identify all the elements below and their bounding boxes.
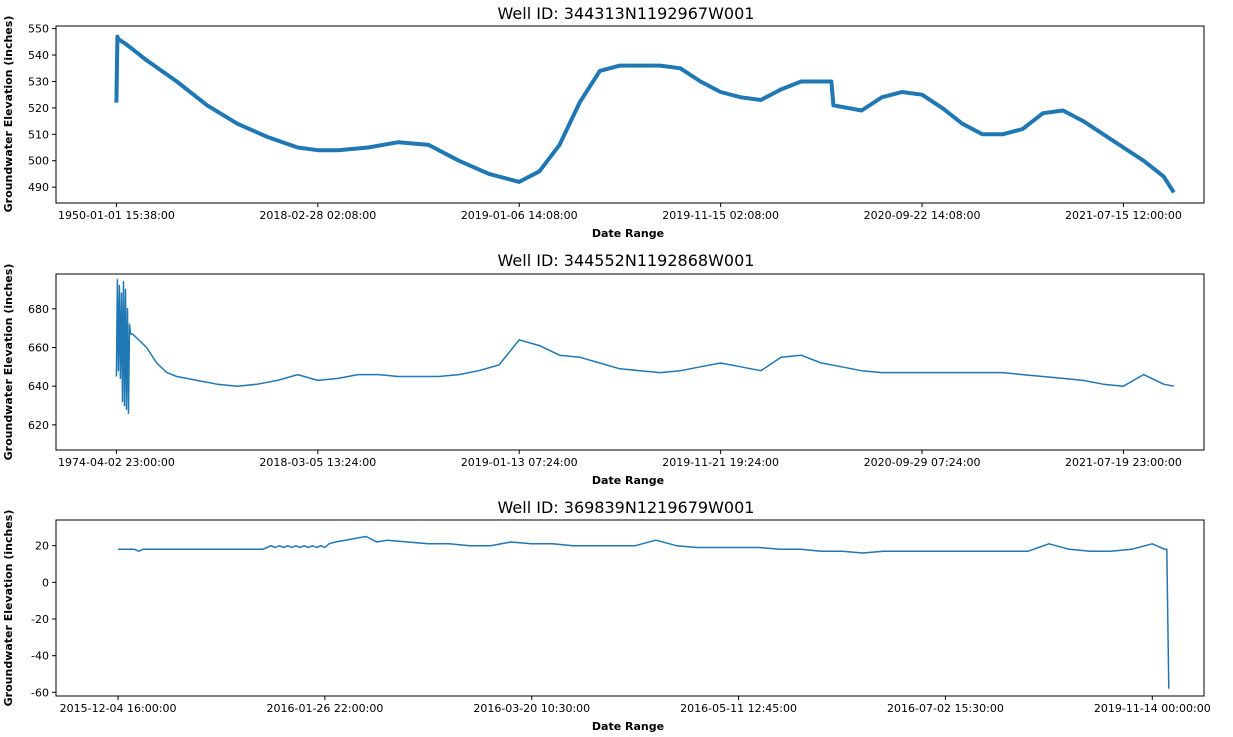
axes-frame: [55, 273, 1205, 451]
y-tick-label: 540: [28, 49, 49, 62]
axes-frame: [55, 25, 1205, 204]
y-tick-label: 550: [28, 23, 49, 36]
series-layer: [115, 279, 1174, 415]
y-axis-label: Groundwater Elevation (inches): [2, 16, 15, 213]
chart-title: Well ID: 344313N1192967W001: [498, 4, 755, 23]
x-tick-label: 2020-09-29 07:24:00: [864, 456, 981, 469]
x-tick-label: 1950-01-01 15:38:00: [58, 209, 175, 222]
chart-title: Well ID: 369839N1219679W001: [498, 498, 755, 517]
series-line: [115, 279, 1174, 415]
y-tick-label: -60: [31, 686, 49, 699]
y-ticks: 490 500 510 520 530 540 550: [28, 23, 56, 194]
y-axis-label: Groundwater Elevation (inches): [2, 510, 15, 707]
x-tick-label: 2016-01-26 22:00:00: [266, 702, 383, 715]
y-ticks: -60 -40 -20 0 20: [31, 540, 56, 699]
x-axis-label: Date Range: [592, 720, 664, 733]
y-axis-label: Groundwater Elevation (inches): [2, 264, 15, 461]
x-tick-label: 2018-02-28 02:08:00: [259, 209, 376, 222]
y-tick-label: 660: [28, 341, 49, 354]
x-ticks: 2015-12-04 16:00:00 2016-01-26 22:00:00 20…: [60, 696, 1211, 715]
x-tick-label: 2019-01-06 14:08:00: [461, 209, 578, 222]
x-tick-label: 2016-05-11 12:45:00: [680, 702, 797, 715]
series-line: [114, 34, 1176, 194]
y-tick-label: 640: [28, 380, 49, 393]
chart-2: Well ID: 344552N1192868W001 620 640 660 680…: [2, 251, 1205, 487]
x-tick-label: 2020-09-22 14:08:00: [864, 209, 981, 222]
y-tick-label: 680: [28, 303, 49, 316]
x-tick-label: 2019-11-14 00:00:00: [1094, 702, 1211, 715]
chart-1: Well ID: 344313N1192967W001 490 500 510 520…: [2, 4, 1205, 240]
x-tick-label: 2019-01-13 07:24:00: [461, 456, 578, 469]
series-layer: [118, 535, 1170, 689]
y-tick-label: 0: [42, 576, 49, 589]
y-tick-label: 530: [28, 75, 49, 88]
axes-frame: [55, 519, 1205, 697]
x-tick-label: 2019-11-15 02:08:00: [662, 209, 779, 222]
x-axis-label: Date Range: [592, 227, 664, 240]
x-tick-label: 2019-11-21 19:24:00: [662, 456, 779, 469]
y-tick-label: -20: [31, 613, 49, 626]
x-tick-label: 2016-07-02 15:30:00: [887, 702, 1004, 715]
x-tick-label: 2018-03-05 13:24:00: [259, 456, 376, 469]
y-tick-label: 520: [28, 102, 49, 115]
chart-title: Well ID: 344552N1192868W001: [498, 251, 755, 270]
x-ticks: 1950-01-01 15:38:00 2018-02-28 02:08:00 20…: [58, 203, 1182, 222]
chart-3: Well ID: 369839N1219679W001 -60 -40 -20 0 20…: [2, 498, 1211, 733]
x-ticks: 1974-04-02 23:00:00 2018-03-05 13:24:00 20…: [58, 450, 1182, 469]
y-tick-label: 620: [28, 419, 49, 432]
series-layer: [114, 34, 1176, 194]
x-axis-label: Date Range: [592, 474, 664, 487]
x-tick-label: 2015-12-04 16:00:00: [60, 702, 177, 715]
x-tick-label: 2016-03-20 10:30:00: [473, 702, 590, 715]
y-tick-label: -40: [31, 650, 49, 663]
x-tick-label: 1974-04-02 23:00:00: [58, 456, 175, 469]
x-tick-label: 2021-07-15 12:00:00: [1065, 209, 1182, 222]
y-tick-label: 20: [35, 540, 49, 553]
y-tick-label: 510: [28, 128, 49, 141]
series-line: [118, 535, 1170, 689]
y-tick-label: 490: [28, 181, 49, 194]
y-ticks: 620 640 660 680: [28, 303, 56, 432]
y-tick-label: 500: [28, 155, 49, 168]
x-tick-label: 2021-07-19 23:00:00: [1065, 456, 1182, 469]
